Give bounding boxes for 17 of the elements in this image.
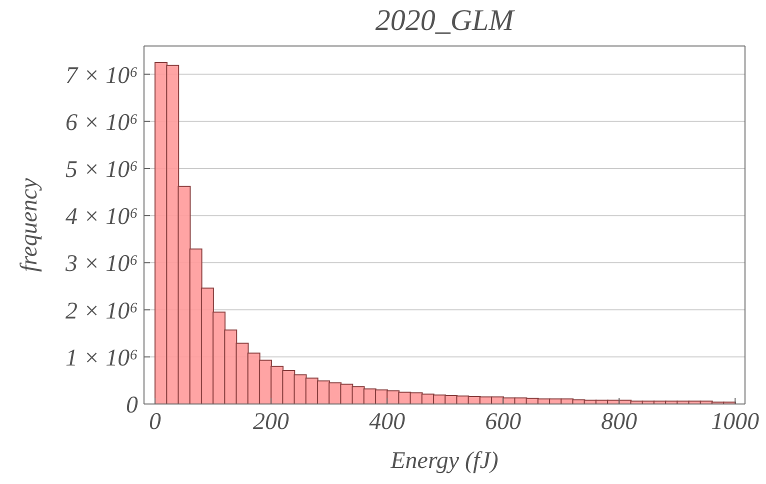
y-tick-label: 4 × 10⁶: [65, 204, 138, 230]
y-tick-label: 0: [126, 392, 138, 419]
y-tick-label: 2 × 10⁶: [65, 298, 138, 324]
x-tick-label: 1000: [711, 409, 760, 436]
y-tick-label: 3 × 10⁶: [64, 251, 138, 278]
x-tick-label: 600: [485, 409, 522, 436]
x-tick-label: 800: [601, 409, 638, 436]
chart-title: 2020_GLM: [374, 4, 516, 38]
y-axis-title: frequency: [16, 178, 44, 272]
x-axis-title: Energy (fJ): [389, 448, 500, 475]
y-tick-label: 7 × 10⁶: [65, 62, 138, 89]
x-tick-label: 400: [369, 409, 406, 436]
x-tick-label: 200: [253, 409, 290, 436]
y-tick-label: 6 × 10⁶: [65, 110, 138, 136]
x-tick-label: 0: [149, 409, 162, 436]
y-tick-label: 1 × 10⁶: [65, 345, 138, 372]
y-tick-label: 5 × 10⁶: [65, 156, 138, 183]
